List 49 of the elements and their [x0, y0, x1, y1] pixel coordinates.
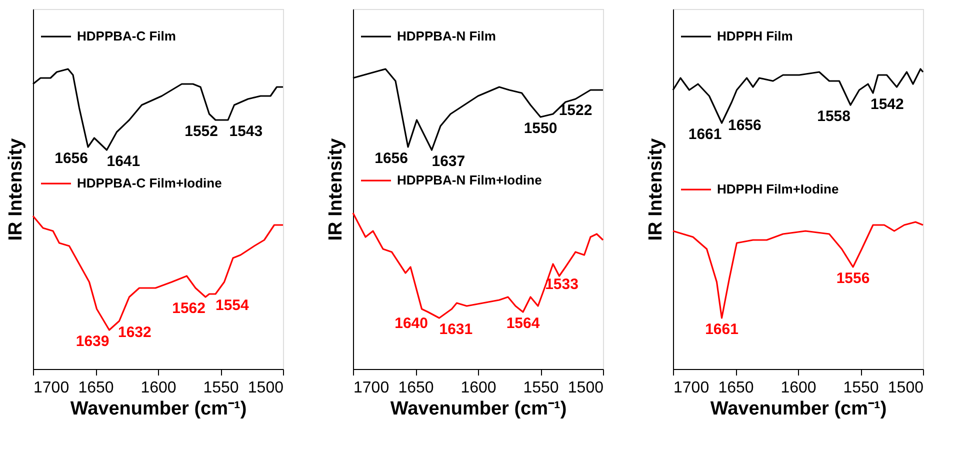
- x-tick-label: 1700: [354, 380, 390, 396]
- annotation: 1556: [836, 270, 870, 287]
- x-tick-label: 1550: [843, 380, 879, 396]
- x-tick-label: 1700: [34, 380, 70, 396]
- annotation: 1632: [118, 324, 152, 341]
- y-axis-title: IR Intensity: [646, 138, 666, 241]
- annotation: 1564: [506, 315, 540, 332]
- x-tick-label: 1500: [888, 380, 924, 396]
- x-tick-label: 1600: [140, 380, 176, 396]
- annotation: 1550: [524, 120, 558, 137]
- x-tick-label: 1650: [398, 380, 434, 396]
- annotation: 1656: [54, 150, 88, 167]
- x-tick-label: 1550: [203, 380, 239, 396]
- y-axis-title: IR Intensity: [6, 138, 26, 241]
- annotation: 1656: [374, 150, 408, 167]
- annotation: 1640: [394, 315, 428, 332]
- annotation: 1554: [216, 297, 250, 314]
- annotation: 1641: [106, 153, 140, 170]
- annotation: 1533: [545, 276, 578, 293]
- x-tick-label: 1500: [248, 380, 284, 396]
- annotation: 1637: [432, 153, 466, 170]
- annotation: 1656: [728, 117, 762, 134]
- annotation: 1661: [688, 126, 722, 143]
- x-tick-label: 1650: [718, 380, 754, 396]
- legend-label: HDPPBA-N Film+Iodine: [397, 172, 542, 188]
- annotation: 1562: [172, 300, 206, 317]
- x-tick-label: 1500: [568, 380, 604, 396]
- x-tick-label: 1600: [780, 380, 816, 396]
- annotation: 1542: [870, 96, 904, 113]
- x-tick-label: 1600: [460, 380, 496, 396]
- y-axis-title: IR Intensity: [326, 138, 346, 241]
- x-axis-title: Wavenumber (cm⁻¹): [390, 398, 567, 420]
- annotation: 1552: [184, 123, 218, 140]
- x-tick-label: 1700: [674, 380, 710, 396]
- annotation: 1558: [817, 108, 850, 125]
- x-axis-title: Wavenumber (cm⁻¹): [70, 398, 247, 420]
- annotation: 1522: [558, 102, 592, 119]
- annotation: 1661: [705, 321, 738, 338]
- legend-label: HDPPBA-N Film: [397, 28, 496, 44]
- annotation: 1631: [439, 321, 473, 338]
- legend-label: HDPPBA-C Film+Iodine: [77, 176, 222, 191]
- legend-label: HDPPH Film+Iodine: [717, 182, 839, 197]
- x-tick-label: 1650: [78, 380, 114, 396]
- legend-label: HDPPH Film: [717, 28, 793, 44]
- annotation: 1639: [76, 333, 110, 350]
- annotation: 1543: [229, 123, 263, 140]
- x-tick-label: 1550: [523, 380, 559, 396]
- x-axis-title: Wavenumber (cm⁻¹): [710, 398, 887, 420]
- legend-label: HDPPBA-C Film: [77, 28, 176, 44]
